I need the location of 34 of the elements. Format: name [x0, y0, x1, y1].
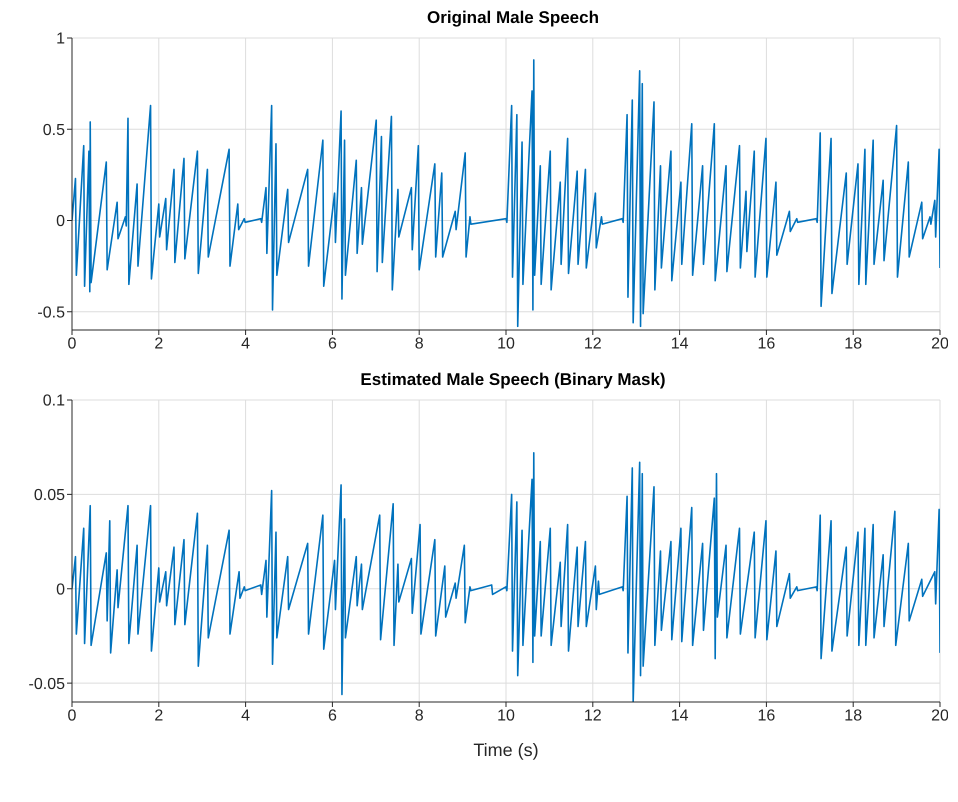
- chart-title: Original Male Speech: [426, 8, 600, 29]
- x-tick-label: 6: [328, 335, 337, 352]
- x-tick-label: 4: [241, 707, 250, 724]
- x-tick-label: 2: [154, 707, 164, 724]
- x-tick-label: 10: [497, 335, 515, 352]
- y-tick-label: 0: [56, 213, 66, 230]
- x-tick-label: 0: [68, 335, 77, 352]
- x-tick-label: 20: [931, 707, 949, 724]
- x-tick-label: 6: [328, 707, 337, 724]
- x-axis-title: Time (s): [473, 740, 539, 760]
- chart-title: Estimated Male Speech (Binary Mask): [359, 370, 667, 391]
- y-tick-label: 1: [56, 30, 66, 48]
- y-tick-label: 0: [56, 581, 66, 598]
- x-tick-label: 14: [670, 707, 689, 724]
- x-tick-label: 12: [584, 707, 602, 724]
- x-tick-label: 18: [844, 707, 862, 724]
- x-tick-label: 8: [414, 335, 424, 352]
- y-tick-label: 0.05: [34, 487, 66, 504]
- x-tick-label: 4: [241, 335, 250, 352]
- x-tick-label: 16: [758, 335, 776, 352]
- x-tick-label: 20: [931, 335, 949, 352]
- x-tick-label: 18: [844, 335, 862, 352]
- x-tick-label: 8: [414, 707, 424, 724]
- x-tick-label: 10: [497, 707, 515, 724]
- x-tick-label: 12: [584, 335, 602, 352]
- x-tick-label: 0: [68, 707, 77, 724]
- y-tick-label: -0.05: [28, 676, 66, 693]
- x-tick-label: 14: [670, 335, 689, 352]
- x-tick-label: 16: [758, 707, 776, 724]
- y-tick-label: 0.5: [42, 122, 66, 139]
- y-tick-label: -0.5: [37, 304, 66, 322]
- x-tick-label: 2: [154, 335, 164, 352]
- line-series: [72, 59, 940, 328]
- y-tick-label: 0.1: [42, 392, 66, 410]
